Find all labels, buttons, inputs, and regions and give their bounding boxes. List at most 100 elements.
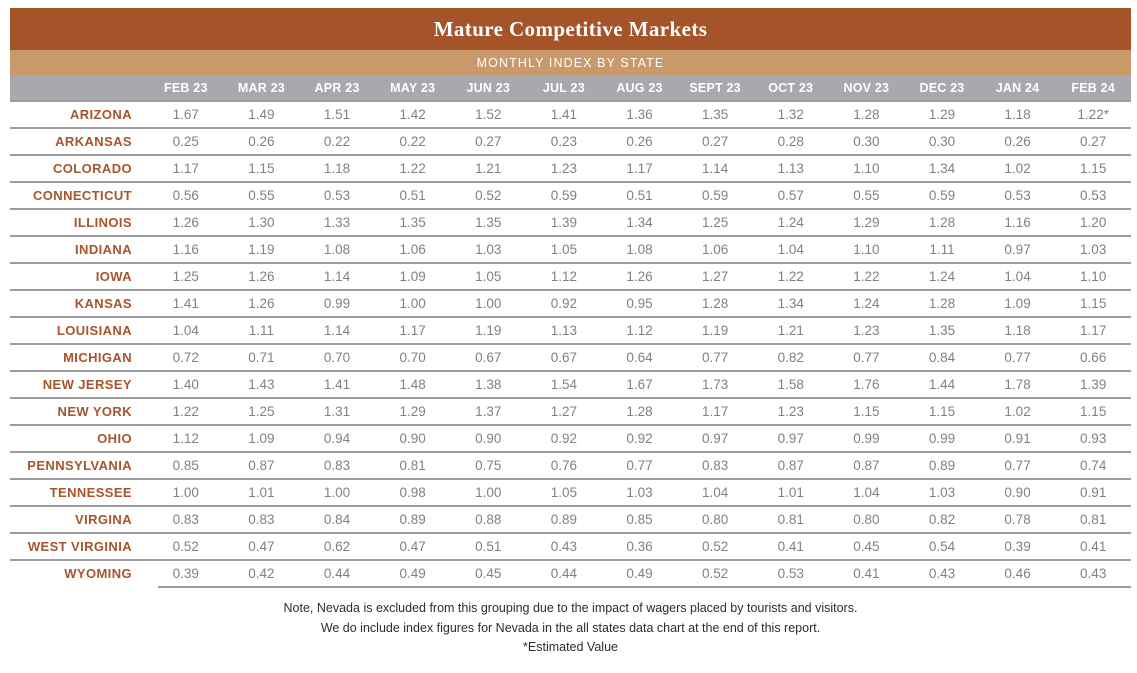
index-value: 1.44 [928,377,956,392]
index-value: 0.23 [550,134,578,149]
index-value: 1.35 [701,107,729,122]
index-value: 0.98 [399,485,426,500]
state-label: NEW YORK [57,404,132,419]
index-value: 1.10 [853,161,880,176]
index-value: 1.22 [853,269,880,284]
index-value: 1.28 [626,404,653,419]
index-value: 1.41 [323,377,351,392]
index-value: 0.59 [550,188,578,203]
index-value: 1.29 [399,404,426,419]
index-value: 0.41 [777,539,804,554]
index-value: 1.42 [399,107,426,122]
column-header-oct-23: OCT 23 [768,80,814,95]
index-value: 0.89 [550,512,578,527]
footnote-line-1: Note, Nevada is excluded from this group… [283,601,858,615]
index-value: 1.41 [550,107,578,122]
index-value: 0.80 [853,512,880,527]
index-value: 1.51 [323,107,351,122]
index-value: 0.67 [475,350,502,365]
index-value: 1.28 [928,215,956,230]
state-label: TENNESSEE [49,485,132,500]
index-value: 0.26 [1004,134,1031,149]
footnote-line-2: We do include index figures for Nevada i… [320,620,821,635]
index-value: 1.17 [626,161,653,176]
index-value: 1.28 [853,107,880,122]
index-value: 1.19 [701,323,729,338]
index-value: 1.17 [701,404,729,419]
index-value: 1.11 [248,323,275,338]
index-value: 0.97 [1004,242,1031,257]
index-value: 1.04 [172,323,199,338]
index-value: 1.17 [172,161,199,176]
index-value: 0.94 [323,431,351,446]
index-value: 0.97 [777,431,804,446]
index-value: 1.04 [853,485,880,500]
index-value: 0.85 [626,512,653,527]
index-value: 1.03 [928,485,956,500]
state-label: OHIO [97,431,132,446]
index-value: 0.45 [475,566,502,581]
index-value: 1.18 [1004,107,1031,122]
index-value: 0.59 [701,188,729,203]
index-value: 0.47 [399,539,426,554]
index-value: 0.51 [626,188,653,203]
index-value: 0.52 [172,539,199,554]
table-row-colorado: COLORADO 1.17 1.15 1.18 1.22 1.21 1.23 1.17 1.14… [10,154,1131,181]
index-value: 0.92 [550,431,578,446]
index-value: 1.15 [1080,404,1107,419]
state-label: IOWA [95,269,132,284]
index-value: 1.20 [1080,215,1107,230]
index-value: 1.15 [1080,296,1107,311]
index-value: 0.82 [777,350,804,365]
index-value: 0.90 [1004,485,1031,500]
index-value: 1.16 [172,242,199,257]
table-row-kansas: KANSAS 1.41 1.26 0.99 1.00 1.00 0.92 0.95 1.28 1.… [10,289,1131,316]
index-value: 0.41 [1080,539,1107,554]
index-value: 0.83 [701,458,729,473]
table-row-louisiana: LOUISIANA 1.04 1.11 1.14 1.17 1.19 1.13 1.12 1.1… [10,316,1131,343]
state-label: MICHIGAN [63,350,132,365]
index-value: 0.90 [399,431,426,446]
index-value: 1.26 [172,215,199,230]
index-value: 0.43 [550,539,578,554]
state-label: COLORADO [52,161,132,176]
index-value: 1.52 [475,107,502,122]
index-value: 0.46 [1004,566,1031,581]
index-value: 0.93 [1080,431,1107,446]
index-value: 1.04 [701,485,729,500]
index-value: 1.36 [626,107,653,122]
index-value: 1.25 [248,404,275,419]
index-value: 0.99 [928,431,956,446]
index-value: 1.22 [399,161,426,176]
index-value: 1.09 [399,269,426,284]
index-value: 1.17 [1080,323,1107,338]
index-value: 0.53 [777,566,804,581]
table-row-arkansas: ARKANSAS 0.25 0.26 0.22 0.22 0.27 0.23 0.26 0.27… [10,127,1131,154]
state-label: NEW JERSEY [42,377,132,392]
index-value: 0.91 [1004,431,1031,446]
index-value: 1.17 [399,323,426,338]
index-value: 0.77 [1004,458,1031,473]
table-title-bar: Mature Competitive Markets [10,8,1131,50]
index-value: 0.27 [701,134,729,149]
column-header-jul-23: JUL 23 [542,80,585,95]
state-label: INDIANA [75,242,132,257]
index-value: 0.67 [550,350,578,365]
index-value: 0.91 [1080,485,1107,500]
index-value: 0.92 [550,296,578,311]
index-value: 1.23 [853,323,880,338]
index-value: 0.28 [777,134,804,149]
index-value: 1.03 [1080,242,1107,257]
index-value: 1.11 [929,242,955,257]
column-header-feb-24: FEB 24 [1071,80,1115,95]
index-value: 1.06 [399,242,426,257]
index-value: 0.26 [248,134,275,149]
index-value: 1.18 [323,161,351,176]
index-value: 1.18 [1004,323,1031,338]
index-value: 1.22 [777,269,804,284]
index-value: 1.03 [475,242,502,257]
index-value: 1.24 [777,215,804,230]
index-value: 1.12 [172,431,199,446]
index-value: 0.43 [928,566,956,581]
index-value: 0.56 [172,188,199,203]
